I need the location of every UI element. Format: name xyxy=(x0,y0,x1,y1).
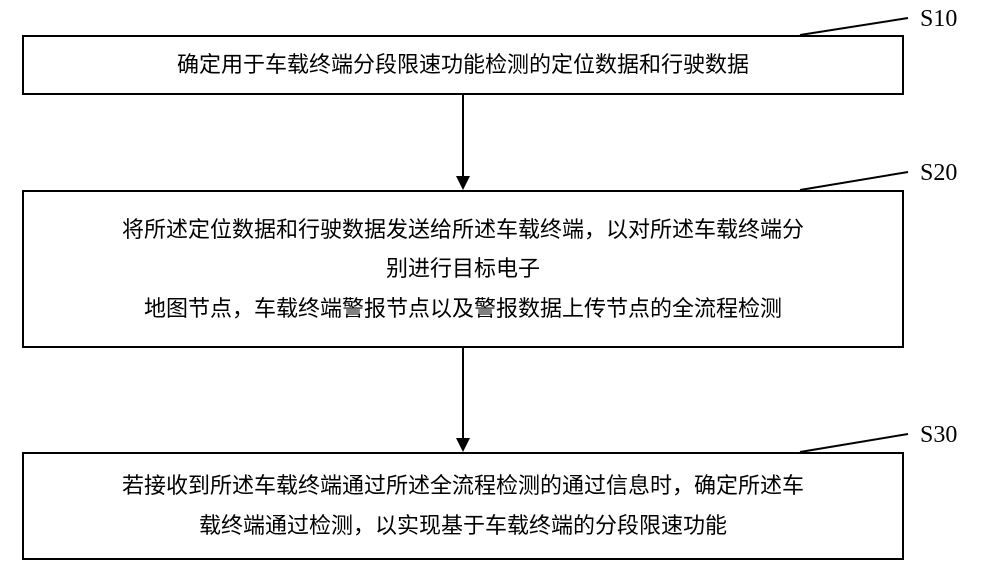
flowchart-container: 确定用于车载终端分段限速功能检测的定位数据和行驶数据 S10 将所述定位数据和行… xyxy=(0,0,1000,587)
step-text-s30-line1: 若接收到所述车载终端通过所述全流程检测的通过信息时，确定所述车 xyxy=(122,466,804,506)
step-text-s30: 若接收到所述车载终端通过所述全流程检测的通过信息时，确定所述车 载终端通过检测，… xyxy=(122,466,804,545)
step-text-s20: 将所述定位数据和行驶数据发送给所述车载终端，以对所述车载终端分 别进行目标电子 … xyxy=(122,210,804,329)
step-box-s30: 若接收到所述车载终端通过所述全流程检测的通过信息时，确定所述车 载终端通过检测，… xyxy=(22,452,904,560)
step-text-s20-line3: 地图节点，车载终端警报节点以及警报数据上传节点的全流程检测 xyxy=(122,289,804,329)
step-box-s20: 将所述定位数据和行驶数据发送给所述车载终端，以对所述车载终端分 别进行目标电子 … xyxy=(22,190,904,348)
step-label-s30: S30 xyxy=(920,422,957,449)
step-text-s20-line1: 将所述定位数据和行驶数据发送给所述车载终端，以对所述车载终端分 xyxy=(122,210,804,250)
step-text-s10: 确定用于车载终端分段限速功能检测的定位数据和行驶数据 xyxy=(177,45,749,85)
step-label-s10: S10 xyxy=(920,6,957,33)
step-text-s20-line2: 别进行目标电子 xyxy=(122,249,804,289)
step-text-s30-line2: 载终端通过检测，以实现基于车载终端的分段限速功能 xyxy=(122,506,804,546)
step-box-s10: 确定用于车载终端分段限速功能检测的定位数据和行驶数据 xyxy=(22,35,904,95)
step-label-s20: S20 xyxy=(920,160,957,187)
